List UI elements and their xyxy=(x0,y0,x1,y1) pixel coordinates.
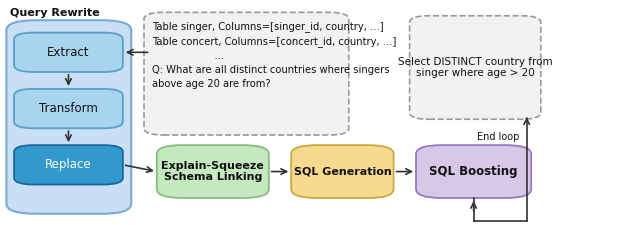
Text: Explain-Squeeze
Schema Linking: Explain-Squeeze Schema Linking xyxy=(161,161,264,182)
Text: SQL Boosting: SQL Boosting xyxy=(429,165,518,178)
FancyBboxPatch shape xyxy=(14,89,123,128)
Text: Select DISTINCT country from
singer where age > 20: Select DISTINCT country from singer wher… xyxy=(398,57,552,78)
Text: End loop: End loop xyxy=(477,132,519,142)
FancyBboxPatch shape xyxy=(144,12,349,135)
FancyBboxPatch shape xyxy=(416,145,531,198)
Text: Table singer, Columns=[singer_id, country, ...]
Table concert, Columns=[concert_: Table singer, Columns=[singer_id, countr… xyxy=(152,21,396,89)
FancyBboxPatch shape xyxy=(6,20,131,214)
Text: Replace: Replace xyxy=(45,158,92,171)
Text: Query Rewrite: Query Rewrite xyxy=(10,8,99,18)
FancyBboxPatch shape xyxy=(410,16,541,119)
FancyBboxPatch shape xyxy=(291,145,394,198)
FancyBboxPatch shape xyxy=(157,145,269,198)
Text: SQL Generation: SQL Generation xyxy=(294,166,391,177)
Text: Transform: Transform xyxy=(39,102,98,115)
FancyBboxPatch shape xyxy=(14,33,123,72)
Text: Extract: Extract xyxy=(47,46,90,59)
FancyBboxPatch shape xyxy=(14,145,123,184)
